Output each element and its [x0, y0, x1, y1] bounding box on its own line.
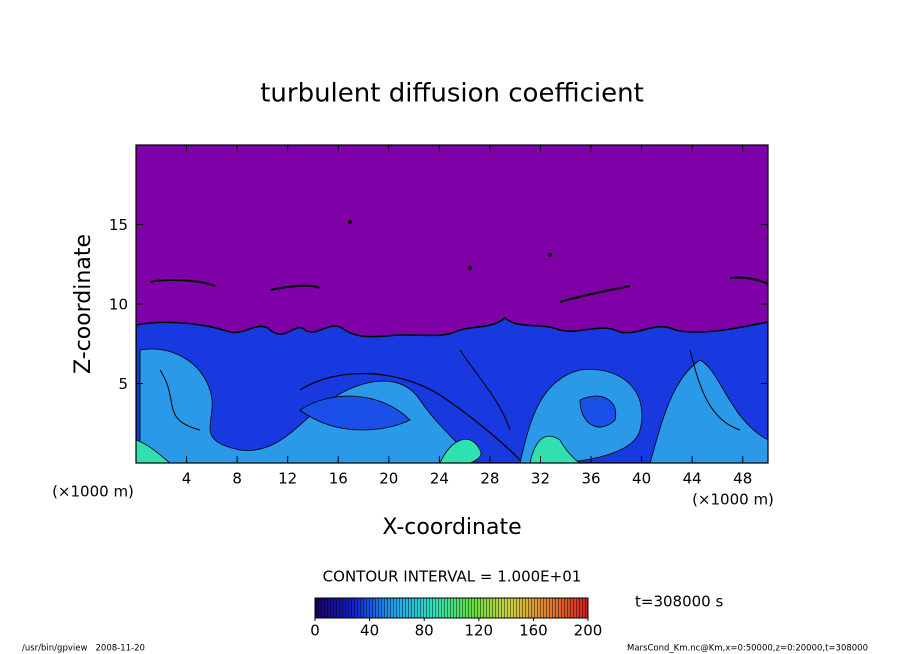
chart-title: turbulent diffusion coefficient: [260, 79, 644, 109]
x-unit-label: (×1000 m): [52, 483, 134, 501]
colorbar-tick-label: 80: [415, 622, 434, 640]
x-axis-title: X-coordinate: [382, 515, 521, 540]
x-tick-label: 12: [278, 470, 297, 488]
time-label: t=308000 s: [635, 593, 723, 611]
footer-left: /usr/bin/gpview 2008-11-20: [22, 644, 145, 654]
x-tick-label: 32: [531, 470, 550, 488]
contour-interval: CONTOUR INTERVAL = 1.000E+01: [323, 568, 582, 586]
y-tick-label: 5: [118, 375, 128, 393]
x-tick-label: 4: [182, 470, 192, 488]
colorbar-tick-label: 40: [360, 622, 379, 640]
colorbar-tick-label: 200: [574, 622, 603, 640]
x-unit-label: (×1000 m): [692, 491, 774, 509]
x-tick-label: 48: [733, 470, 752, 488]
colorbar-tick-label: 0: [310, 622, 320, 640]
footer-right: MarsCond_Km.nc@Km,x=0:50000,z=0:20000,t=…: [627, 644, 868, 654]
x-tick-label: 28: [480, 470, 499, 488]
colorbar-frame: [314, 597, 589, 619]
y-tick-label: 15: [109, 216, 128, 234]
x-tick-label: 40: [632, 470, 651, 488]
x-tick-label: 16: [329, 470, 348, 488]
x-tick-label: 20: [379, 470, 398, 488]
colorbar-tick-label: 160: [519, 622, 548, 640]
y-axis-title: Z-coordinate: [71, 234, 96, 374]
x-tick-label: 8: [232, 470, 242, 488]
x-tick-label: 36: [581, 470, 600, 488]
colorbar-tick-label: 120: [464, 622, 493, 640]
colorbar-stripes: [315, 598, 588, 618]
x-tick-label: 44: [683, 470, 702, 488]
y-tick-label: 10: [109, 296, 128, 314]
x-tick-label: 24: [430, 470, 449, 488]
turbulent-field: [136, 220, 768, 463]
